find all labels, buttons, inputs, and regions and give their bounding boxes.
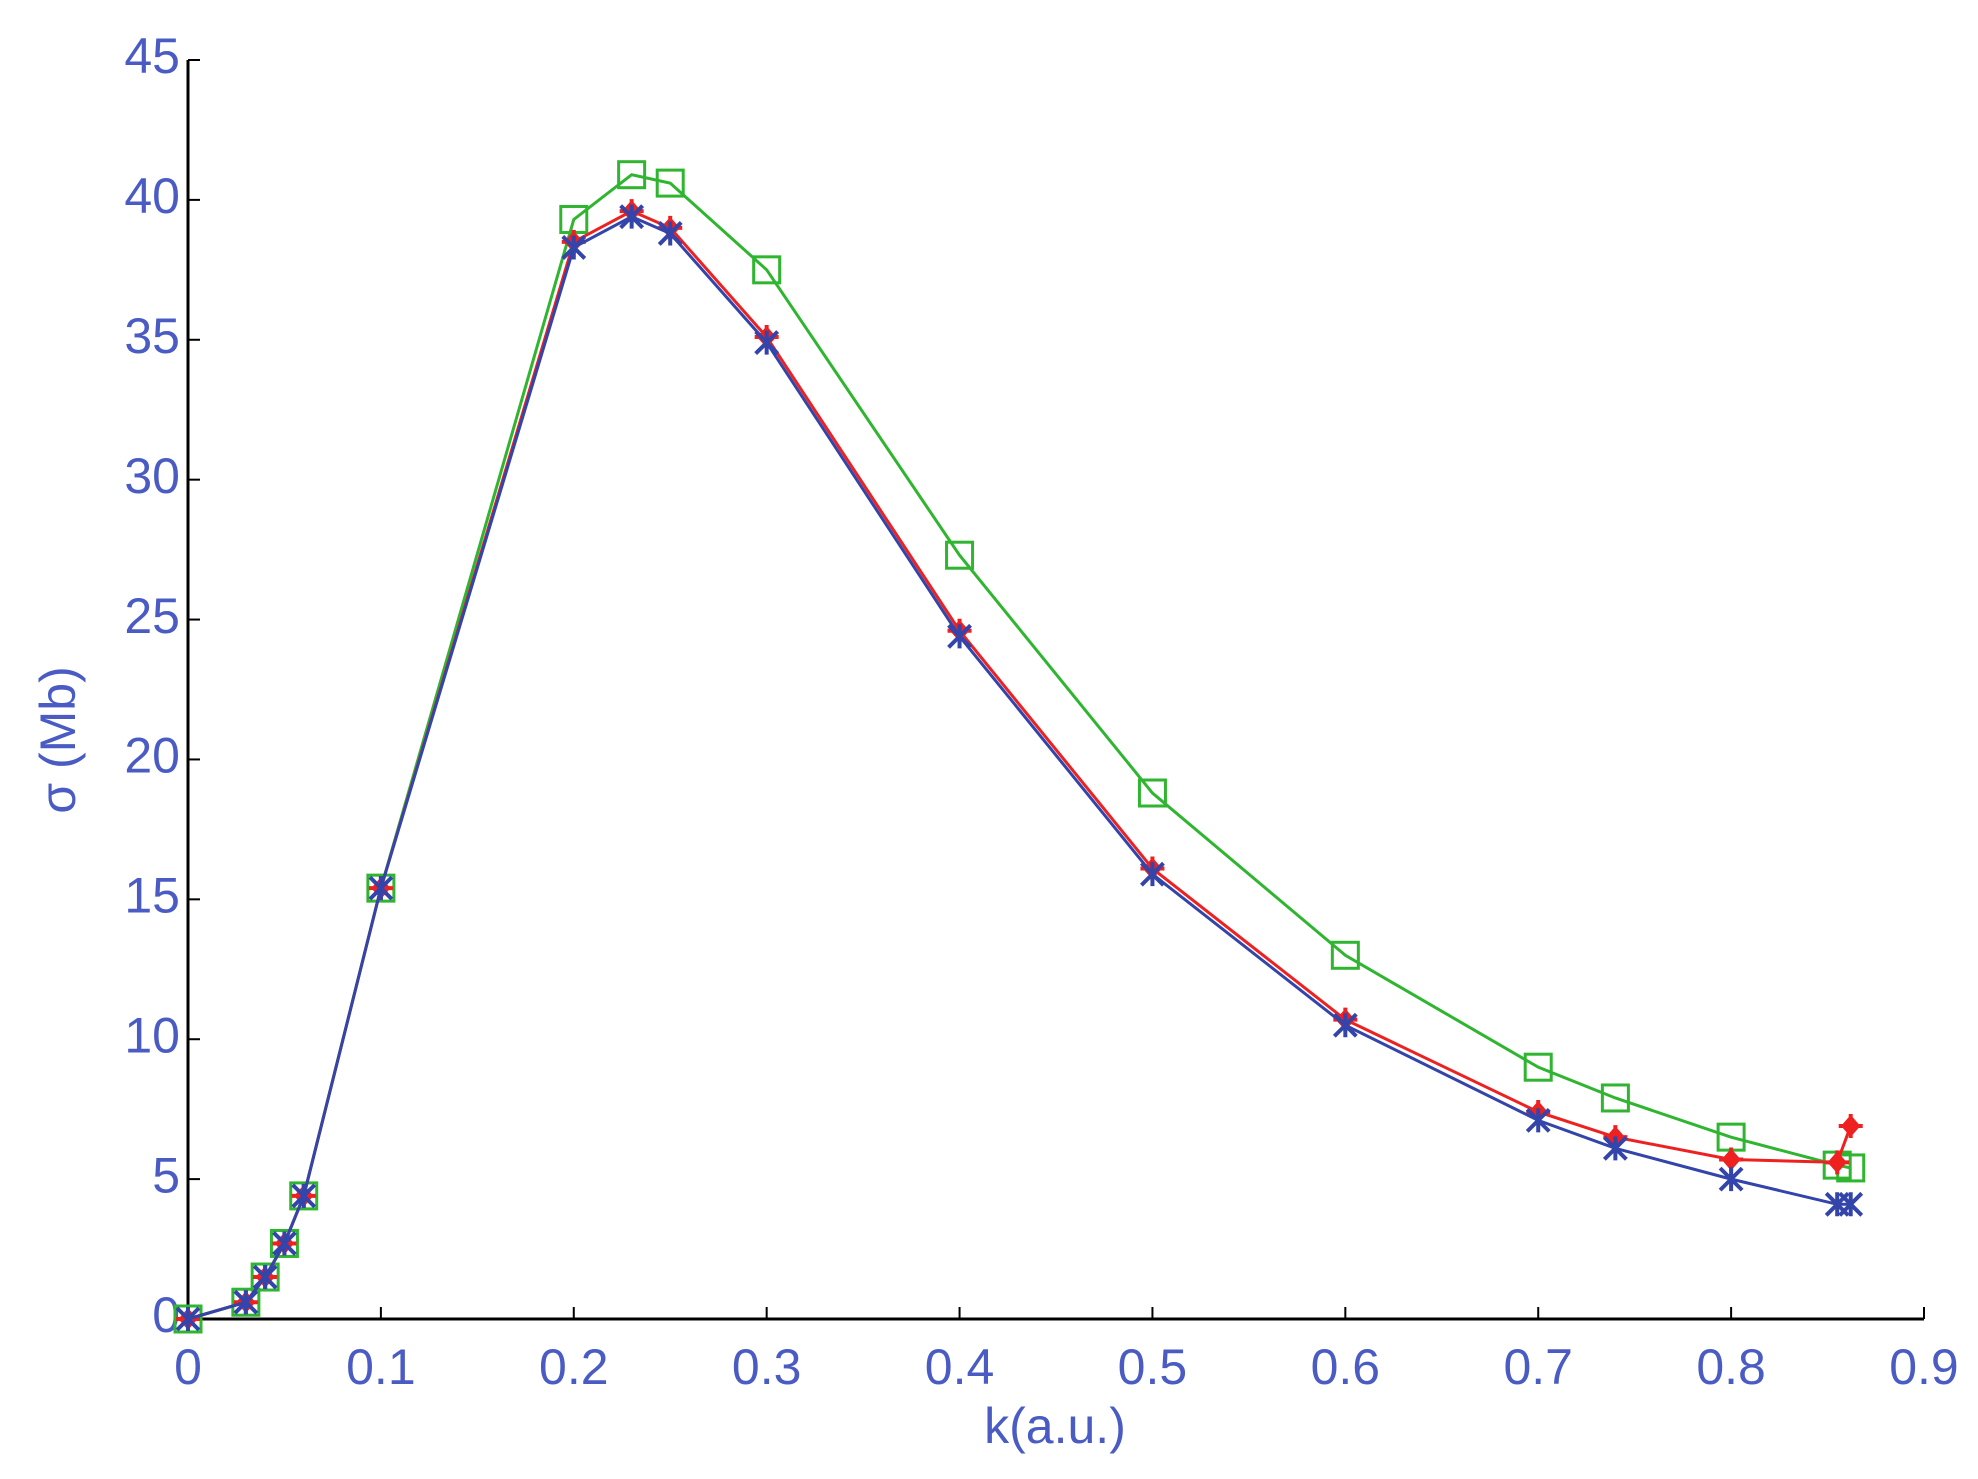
- marker: [233, 1289, 259, 1315]
- x-tick-label: 0.1: [346, 1339, 416, 1395]
- marker: [368, 875, 394, 901]
- marker: [1330, 940, 1360, 970]
- marker: [1137, 778, 1167, 808]
- series-line: [187, 209, 1853, 1321]
- marker: [289, 1181, 319, 1211]
- series: [173, 160, 1866, 1334]
- marker: [1602, 1135, 1628, 1161]
- x-tick-label: 0.8: [1696, 1339, 1766, 1395]
- marker: [250, 1262, 280, 1292]
- marker: [269, 1228, 299, 1258]
- marker: [947, 623, 972, 649]
- marker: [1140, 861, 1165, 887]
- y-tick-label: 30: [124, 448, 180, 504]
- marker: [655, 168, 685, 198]
- marker: [175, 1306, 201, 1332]
- marker: [173, 1304, 203, 1334]
- marker: [617, 160, 647, 190]
- y-axis-label: σ (Mb): [30, 666, 86, 814]
- y-tick-label: 5: [152, 1147, 180, 1203]
- marker: [272, 1231, 297, 1256]
- x-tick-label: 0.9: [1889, 1339, 1959, 1395]
- x-tick-label: 0.7: [1503, 1339, 1573, 1395]
- marker: [1600, 1083, 1630, 1113]
- marker: [1838, 1113, 1863, 1138]
- x-tick-label: 0.3: [732, 1339, 802, 1395]
- y-tick-label: 25: [124, 588, 180, 644]
- marker: [1718, 1166, 1744, 1192]
- marker: [252, 1264, 278, 1290]
- marker: [1838, 1191, 1864, 1217]
- marker: [1825, 1150, 1850, 1175]
- x-tick-label: 0.4: [925, 1339, 995, 1395]
- marker: [945, 540, 975, 570]
- series-line: [187, 215, 1851, 1321]
- marker: [366, 873, 396, 903]
- marker: [561, 235, 587, 260]
- x-tick-label: 0.5: [1118, 1339, 1188, 1395]
- x-tick-label: 0.2: [539, 1339, 609, 1395]
- y-tick-label: 35: [124, 308, 180, 364]
- marker: [752, 255, 782, 285]
- y-tick-label: 40: [124, 168, 180, 224]
- marker: [1523, 1052, 1553, 1082]
- y-tick-label: 20: [124, 728, 180, 784]
- marker: [754, 330, 780, 355]
- marker: [657, 221, 683, 246]
- y-tick-label: 15: [124, 868, 180, 924]
- marker: [231, 1287, 261, 1317]
- marker: [1525, 1107, 1551, 1133]
- marker: [291, 1183, 317, 1209]
- y-tick-label: 45: [124, 28, 180, 84]
- x-tick-label: 0.6: [1311, 1339, 1381, 1395]
- marker: [619, 204, 645, 230]
- series: [176, 199, 1863, 1331]
- series: [175, 204, 1864, 1332]
- series-line: [187, 173, 1852, 1321]
- marker: [1332, 1012, 1358, 1038]
- x-axis-label: k(a.u.): [984, 1398, 1126, 1454]
- y-tick-label: 10: [124, 1007, 180, 1063]
- x-tick-label: 0: [174, 1339, 202, 1395]
